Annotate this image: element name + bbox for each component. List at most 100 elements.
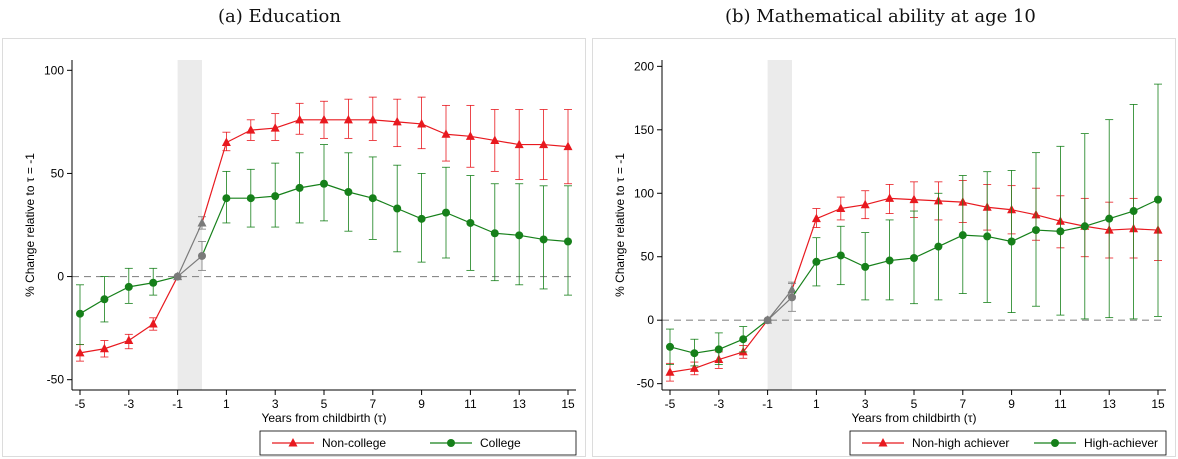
series-line-segment [1011, 229, 1037, 243]
series-line-segment [791, 218, 817, 290]
series-line-segment [669, 367, 695, 373]
y-tick-label: 0 [647, 313, 654, 327]
data-point [221, 137, 231, 146]
data-point [417, 118, 427, 128]
x-tick-label: -5 [75, 397, 86, 411]
series-line-segment [1133, 228, 1159, 231]
series-line-segment [177, 222, 203, 277]
data-point [812, 257, 821, 266]
x-tick-label: -3 [123, 397, 134, 411]
panel-math-ability: -50 0 50 100 150 200 -5 -3 -1 1 3 5 7 9 11 13 15 Years fr… [592, 38, 1176, 457]
series-line-segment [694, 358, 720, 369]
x-tick-label: 13 [513, 397, 527, 411]
shaded-band [767, 60, 792, 390]
data-point [75, 347, 85, 357]
data-point [149, 278, 158, 287]
data-point [1129, 207, 1138, 216]
panel-border [592, 38, 1176, 457]
data-point [836, 203, 846, 212]
series-line-segment [913, 246, 939, 259]
data-point [514, 139, 524, 149]
series-line-segment [840, 254, 866, 268]
data-point [393, 204, 402, 213]
data-point [885, 193, 895, 202]
data-point [368, 194, 377, 203]
data-point [1105, 214, 1114, 223]
data-point [392, 116, 402, 126]
x-tick-label: 5 [321, 397, 328, 411]
data-point [222, 194, 231, 203]
y-tick-label: 150 [634, 123, 654, 137]
data-point [763, 316, 772, 325]
series-line-segment [152, 276, 179, 325]
y-tick-label: -50 [637, 377, 655, 391]
series-line-segment [299, 183, 325, 189]
data-point [909, 194, 919, 204]
series-line-segment [421, 123, 447, 135]
data-point [319, 114, 329, 124]
legend-marker [1051, 439, 1059, 447]
data-point [934, 242, 943, 251]
panel-education: -50 0 50 100 -5 -3 -1 1 3 5 7 9 11 13 15 Years from chi… [2, 38, 586, 457]
x-tick-label: 9 [1008, 397, 1015, 411]
data-point [246, 194, 255, 203]
data-point [860, 199, 870, 209]
data-point [148, 319, 158, 328]
y-tick-label: -50 [47, 373, 65, 387]
series-line-segment [396, 207, 422, 220]
data-point [539, 235, 548, 244]
x-tick-label: 1 [223, 397, 230, 411]
legend-label: Non-high achiever [912, 436, 1009, 450]
data-point [515, 231, 524, 240]
series-line-segment [323, 183, 349, 193]
data-point [564, 237, 572, 246]
data-point [76, 309, 84, 318]
series-line-segment [177, 255, 203, 278]
data-point [100, 295, 109, 304]
series-line-segment [226, 129, 252, 144]
y-tick-label: 50 [51, 166, 65, 180]
data-point [690, 349, 699, 358]
y-tick-label: 200 [634, 59, 654, 73]
series-line-segment [470, 222, 496, 234]
series-line-segment [519, 234, 544, 241]
series-line-segment [865, 197, 890, 206]
series-line-segment [250, 127, 276, 131]
legend-label: Non-college [322, 436, 386, 450]
data-point [1056, 227, 1065, 236]
y-tick-label: 100 [44, 63, 64, 77]
series-line-segment [938, 234, 964, 248]
legend-marker [447, 439, 455, 447]
legend: Non-college College [259, 430, 577, 456]
y-axis-label: % Change relative to τ = -1 [23, 153, 37, 297]
data-point [910, 254, 918, 262]
series-line-segment [791, 261, 817, 298]
series-line-segment [128, 282, 154, 288]
series-line-segment [816, 207, 842, 220]
data-point [1032, 226, 1040, 235]
x-tick-label: 7 [369, 397, 376, 411]
y-tick-label: 100 [634, 186, 654, 200]
data-point [197, 217, 207, 227]
data-point [788, 293, 796, 302]
series-line-segment [543, 143, 569, 148]
series-line-segment [816, 254, 841, 263]
series-line-segment [889, 197, 915, 201]
data-point [490, 135, 500, 144]
caption-a: (a) Education [218, 6, 341, 27]
series-line-segment [889, 257, 915, 262]
x-axis-label: Years from childbirth (τ) [851, 411, 976, 425]
series-line-segment [275, 119, 300, 129]
series-line-segment [1011, 209, 1037, 216]
data-point [417, 214, 426, 223]
series-line-segment [742, 319, 768, 340]
x-tick-label: 11 [1054, 397, 1067, 411]
series-line-segment [742, 319, 769, 353]
x-tick-label: 3 [272, 397, 279, 411]
data-point [1007, 237, 1016, 246]
series-line-segment [1035, 214, 1061, 222]
caption-b: (b) Mathematical ability at age 10 [725, 6, 1036, 27]
data-point [885, 256, 894, 265]
series-line-segment [1109, 228, 1134, 231]
series-0 [75, 96, 573, 362]
